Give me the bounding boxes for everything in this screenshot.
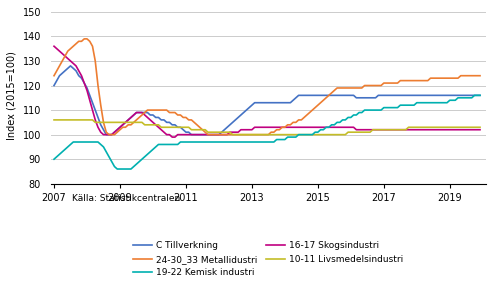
10-11 Livsmedelsindustri [227, 130, 233, 134]
19-22 Kemisk industri [230, 140, 236, 144]
16-17 Skogsindustri [158, 128, 164, 132]
10-11 Livsmedelsindustri [348, 130, 354, 134]
10-11 Livsmedelsindustri [307, 133, 313, 136]
C Tillverkning [351, 94, 356, 97]
24-30_33 Metallidustri [164, 108, 170, 112]
C Tillverkning [68, 64, 73, 68]
Line: C Tillverkning: C Tillverkning [54, 66, 480, 135]
16-17 Skogsindustri [230, 130, 236, 134]
19-22 Kemisk industri [472, 94, 478, 97]
24-30_33 Metallidustri [81, 37, 87, 41]
10-11 Livsmedelsindustri [211, 130, 216, 134]
10-11 Livsmedelsindustri [397, 128, 403, 132]
C Tillverkning [477, 94, 483, 97]
24-30_33 Metallidustri [400, 79, 406, 82]
C Tillverkning [164, 120, 170, 124]
Y-axis label: Index (2015=100): Index (2015=100) [7, 51, 17, 140]
C Tillverkning [233, 118, 239, 122]
C Tillverkning [216, 133, 222, 136]
Line: 16-17 Skogsindustri: 16-17 Skogsindustri [54, 46, 480, 137]
10-11 Livsmedelsindustri [477, 126, 483, 129]
10-11 Livsmedelsindustri [230, 133, 236, 136]
19-22 Kemisk industri [348, 116, 354, 119]
16-17 Skogsindustri [397, 128, 403, 132]
16-17 Skogsindustri [213, 133, 219, 136]
10-11 Livsmedelsindustri [158, 126, 164, 129]
19-22 Kemisk industri [477, 94, 483, 97]
16-17 Skogsindustri [477, 128, 483, 132]
19-22 Kemisk industri [51, 157, 57, 161]
Line: 19-22 Kemisk industri: 19-22 Kemisk industri [54, 95, 480, 169]
19-22 Kemisk industri [213, 140, 219, 144]
24-30_33 Metallidustri [216, 133, 222, 136]
24-30_33 Metallidustri [477, 74, 483, 78]
19-22 Kemisk industri [307, 133, 313, 136]
C Tillverkning [310, 94, 316, 97]
19-22 Kemisk industri [161, 143, 167, 146]
19-22 Kemisk industri [114, 167, 120, 171]
16-17 Skogsindustri [169, 135, 175, 139]
Legend: C Tillverkning, 24-30_33 Metallidustri, 19-22 Kemisk industri, 16-17 Skogsindust: C Tillverkning, 24-30_33 Metallidustri, … [130, 238, 407, 281]
C Tillverkning [400, 94, 406, 97]
24-30_33 Metallidustri [51, 74, 57, 78]
C Tillverkning [103, 133, 109, 136]
C Tillverkning [51, 84, 57, 87]
16-17 Skogsindustri [307, 126, 313, 129]
Line: 24-30_33 Metallidustri: 24-30_33 Metallidustri [54, 39, 480, 135]
Line: 10-11 Livsmedelsindustri: 10-11 Livsmedelsindustri [54, 120, 480, 135]
16-17 Skogsindustri [348, 126, 354, 129]
10-11 Livsmedelsindustri [51, 118, 57, 122]
Text: Källa: Statistikcentralen: Källa: Statistikcentralen [72, 194, 181, 203]
19-22 Kemisk industri [397, 103, 403, 107]
24-30_33 Metallidustri [106, 133, 112, 136]
24-30_33 Metallidustri [351, 86, 356, 90]
24-30_33 Metallidustri [233, 133, 239, 136]
16-17 Skogsindustri [51, 44, 57, 48]
24-30_33 Metallidustri [310, 108, 316, 112]
